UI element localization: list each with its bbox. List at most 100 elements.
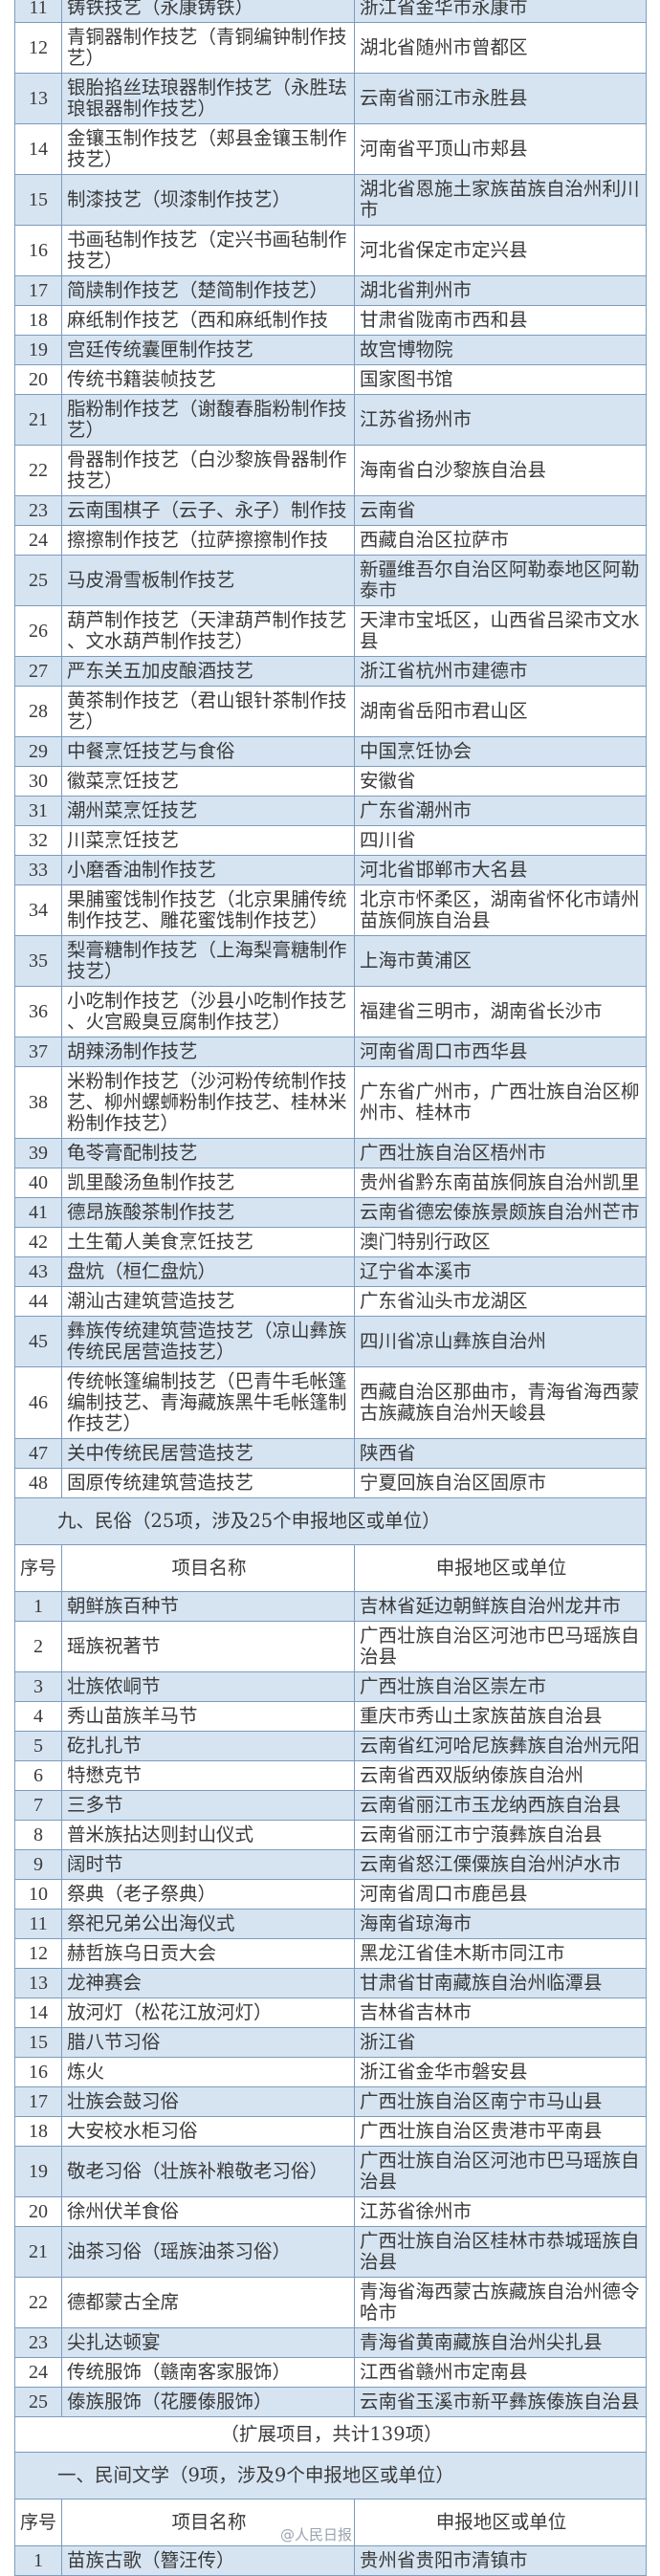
item-region: 河南省平顶山市郏县 [354, 123, 647, 175]
item-region: 重庆市秀山土家族苗族自治县 [354, 1701, 647, 1732]
item-name: 潮汕古建筑营造技艺 [61, 1286, 355, 1317]
item-name: 川菜烹饪技艺 [61, 825, 355, 856]
item-name: 祭祀兄弟公出海仪式 [61, 1909, 355, 1939]
item-name: 尖扎达顿宴 [61, 2327, 355, 2358]
table-row: 19 敬老习俗（壮族补粮敬老习俗） 广西壮族自治区河池市巴马瑶族自治县 [14, 2146, 647, 2197]
item-number: 17 [14, 275, 62, 306]
item-number: 19 [14, 2146, 62, 2197]
item-region: 浙江省 [354, 2027, 647, 2058]
table-row: 22 德都蒙古全席 青海省海西蒙古族藏族自治州德令哈市 [14, 2277, 647, 2328]
item-name: 梨膏糖制作技艺（上海梨膏糖制作技艺） [61, 935, 355, 987]
item-number: 25 [14, 2387, 62, 2417]
item-region: 福建省三明市，湖南省长沙市 [354, 986, 647, 1037]
item-name: 银胎掐丝珐琅器制作技艺（永胜珐琅银器制作技艺） [61, 73, 355, 124]
item-name: 德昂族酸茶制作技艺 [61, 1197, 355, 1228]
item-number: 35 [14, 935, 62, 987]
table-row: 34 果脯蜜饯制作技艺（北京果脯传统制作技艺、雕花蜜饯制作技艺） 北京市怀柔区，湖南… [14, 884, 647, 936]
item-number: 27 [14, 656, 62, 687]
item-number: 12 [14, 22, 62, 74]
item-number: 13 [14, 1968, 62, 1998]
item-region: 江苏省扬州市 [354, 394, 647, 446]
item-name: 盘炕（桓仁盘炕） [61, 1256, 355, 1287]
item-number: 44 [14, 1286, 62, 1317]
table-row: 27 严东关五加皮酿酒技艺 浙江省杭州市建德市 [14, 656, 647, 687]
table-row: 19 宫廷传统囊匣制作技艺 故宫博物院 [14, 335, 647, 365]
table-row: 2 瑶族祝著节 广西壮族自治区河池市巴马瑶族自治县 [14, 1621, 647, 1672]
item-name: 壮族侬峒节 [61, 1671, 355, 1702]
item-region: 陕西省 [354, 1438, 647, 1469]
item-number: 34 [14, 884, 62, 936]
item-region: 河南省周口市鹿邑县 [354, 1879, 647, 1910]
item-region: 广西壮族自治区桂林市恭城瑶族自治县 [354, 2226, 647, 2278]
item-name: 德都蒙古全席 [61, 2277, 355, 2328]
item-region: 浙江省金华市永康市 [354, 0, 647, 23]
item-number: 30 [14, 766, 62, 797]
expansion-title-row: （扩展项目，共计139项） [14, 2416, 647, 2453]
item-region: 澳门特别行政区 [354, 1227, 647, 1257]
item-number: 14 [14, 123, 62, 175]
item-region: 云南省丽江市宁蒗彝族自治县 [354, 1820, 647, 1850]
item-name: 金镶玉制作技艺（郏县金镶玉制作技艺） [61, 123, 355, 175]
item-name: 传统服饰（赣南客家服饰） [61, 2357, 355, 2388]
item-name: 传统书籍装帧技艺 [61, 364, 355, 395]
item-number: 7 [14, 1790, 62, 1821]
table-row: 44 潮汕古建筑营造技艺 广东省汕头市龙湖区 [14, 1286, 647, 1317]
item-name: 龟苓膏配制技艺 [61, 1138, 355, 1168]
header-number: 序号 [14, 1544, 62, 1592]
item-region: 青海省黄南藏族自治州尖扎县 [354, 2327, 647, 2358]
item-name: 小吃制作技艺（沙县小吃制作技艺、火宫殿臭豆腐制作技艺） [61, 986, 355, 1037]
item-number: 48 [14, 1468, 62, 1498]
header-name: 项目名称 [171, 2511, 247, 2533]
item-name: 青铜器制作技艺（青铜编钟制作技艺） [61, 22, 355, 74]
item-name: 简牍制作技艺（楚简制作技艺） [61, 275, 355, 306]
item-number: 11 [14, 0, 62, 23]
section-heading: 一、民间文学（9项，涉及9个申报地区或单位） [14, 2452, 647, 2500]
table-row: 28 黄茶制作技艺（君山银针茶制作技艺） 湖南省岳阳市君山区 [14, 686, 647, 737]
item-region: 河北省邯郸市大名县 [354, 855, 647, 885]
item-number: 47 [14, 1438, 62, 1469]
item-name: 关中传统民居营造技艺 [61, 1438, 355, 1469]
item-name: 铸铁技艺（永康铸铁） [61, 0, 355, 23]
item-region: 贵州省黔东南苗族侗族自治州凯里 [354, 1168, 647, 1198]
item-region: 宁夏回族自治区固原市 [354, 1468, 647, 1498]
table-row: 17 简牍制作技艺（楚简制作技艺） 湖北省荆州市 [14, 275, 647, 306]
item-region: 云南省德宏傣族景颇族自治州芒市 [354, 1197, 647, 1228]
item-region: 中国烹饪协会 [354, 736, 647, 767]
item-name: 傣族服饰（花腰傣服饰） [61, 2387, 355, 2417]
watermark: @人民日报 [279, 2526, 352, 2543]
table-row: 10 祭典（老子祭典） 河南省周口市鹿邑县 [14, 1879, 647, 1910]
table-row: 16 书画毡制作技艺（定兴书画毡制作技艺） 河北省保定市定兴县 [14, 225, 647, 276]
item-name: 胡辣汤制作技艺 [61, 1037, 355, 1067]
item-region: 北京市怀柔区，湖南省怀化市靖州苗族侗族自治县 [354, 884, 647, 936]
item-name: 制漆技艺（坝漆制作技艺） [61, 174, 355, 226]
table-row: 4 秀山苗族羊马节 重庆市秀山土家族苗族自治县 [14, 1701, 647, 1732]
item-region: 云南省红河哈尼族彝族自治州元阳 [354, 1731, 647, 1761]
table-row: 15 腊八节习俗 浙江省 [14, 2027, 647, 2058]
item-region: 故宫博物院 [354, 335, 647, 365]
table-row: 16 炼火 浙江省金华市磐安县 [14, 2057, 647, 2087]
item-number: 21 [14, 394, 62, 446]
item-name: 苗族古歌（簪汪传） [61, 2545, 355, 2576]
item-region: 云南省西双版纳傣族自治州 [354, 1760, 647, 1791]
table-row: 14 放河灯（松花江放河灯） 吉林省吉林市 [14, 1997, 647, 2028]
item-region: 广东省广州市，广西壮族自治区柳州市、桂林市 [354, 1066, 647, 1139]
item-name: 米粉制作技艺（沙河粉传统制作技艺、柳州螺蛳粉制作技艺、桂林米粉制作技艺） [61, 1066, 355, 1139]
item-number: 33 [14, 855, 62, 885]
item-number: 18 [14, 305, 62, 336]
table-row: 42 土生葡人美食烹饪技艺 澳门特别行政区 [14, 1227, 647, 1257]
item-region: 云南省 [354, 495, 647, 526]
item-number: 22 [14, 2277, 62, 2328]
item-name: 秀山苗族羊马节 [61, 1701, 355, 1732]
item-name: 传统帐篷编制技艺（巴青牛毛帐篷编制技艺、青海藏族黑牛毛帐篷制作技艺） [61, 1366, 355, 1439]
item-number: 28 [14, 686, 62, 737]
item-region: 云南省玉溪市新平彝族傣族自治县 [354, 2387, 647, 2417]
item-name: 擦擦制作技艺（拉萨擦擦制作技 [61, 525, 355, 556]
table-row: 9 阔时节 云南省怒江傈僳族自治州泸水市 [14, 1849, 647, 1880]
heritage-table: 11 铸铁技艺（永康铸铁） 浙江省金华市永康市 12 青铜器制作技艺（青铜编钟制作技艺）… [14, 0, 647, 2576]
item-name: 矻扎扎节 [61, 1731, 355, 1761]
table-row: 12 赫哲族乌日贡大会 黑龙江省佳木斯市同江市 [14, 1938, 647, 1969]
header-name: 项目名称 [61, 1544, 355, 1592]
item-region: 黑龙江省佳木斯市同江市 [354, 1938, 647, 1969]
item-region: 广东省潮州市 [354, 796, 647, 826]
item-number: 39 [14, 1138, 62, 1168]
